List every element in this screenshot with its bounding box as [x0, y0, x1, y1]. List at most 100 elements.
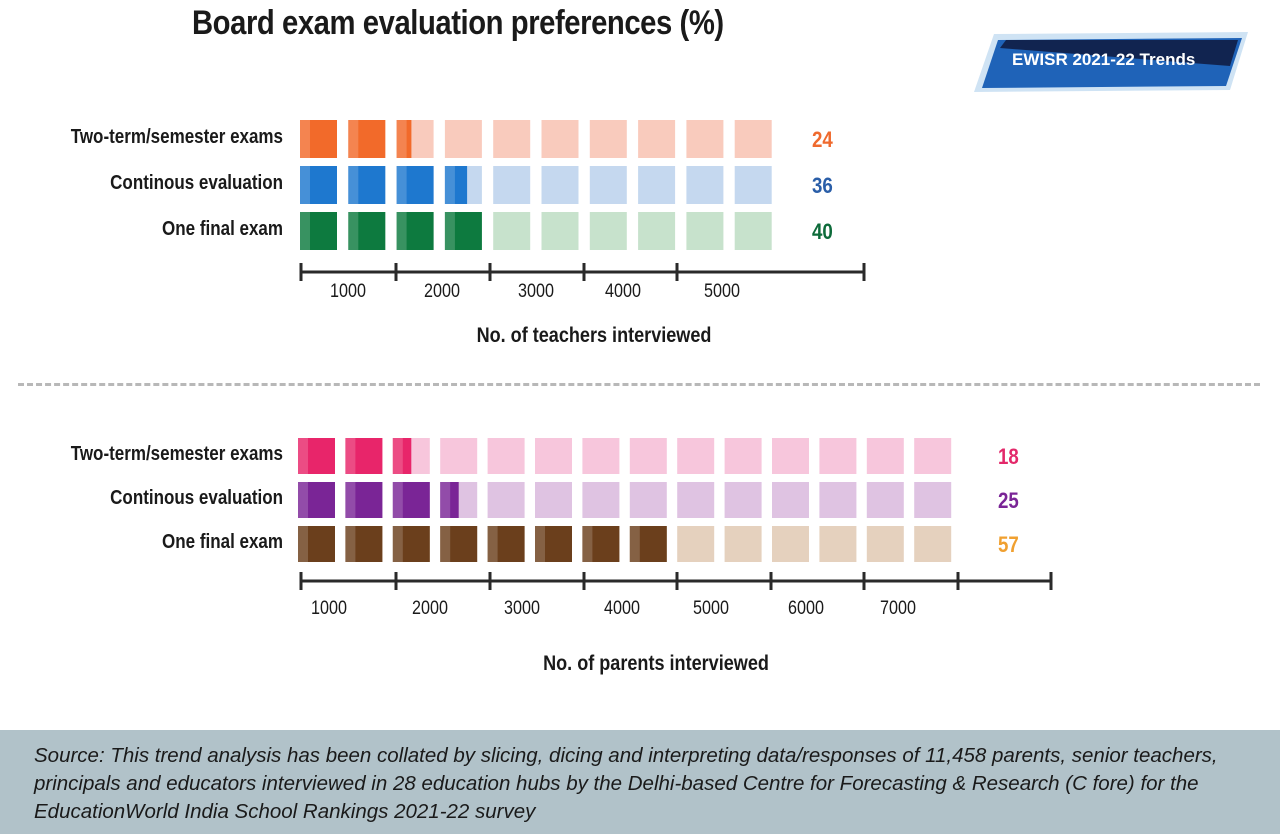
bar-cell-highlight	[440, 526, 451, 562]
chart-title: Board exam evaluation preferences (%)	[192, 4, 724, 42]
tick-label: 3000	[518, 281, 554, 302]
bar-cell-empty	[638, 212, 676, 250]
bar-cell-empty	[541, 212, 579, 250]
bar-cell-empty	[866, 526, 904, 562]
bar-cell-empty	[819, 526, 857, 562]
bar-cell-empty	[914, 526, 952, 562]
bar-cell-filled	[440, 526, 478, 562]
row-label: Two-term/semester exams	[70, 126, 283, 148]
bar-cell-highlight	[444, 212, 455, 250]
bar-cell-empty	[866, 438, 904, 474]
bar-cell-filled	[298, 482, 335, 518]
bar-cell-empty	[772, 526, 809, 562]
bar-cell-empty	[589, 120, 627, 158]
bar-cell-empty	[724, 526, 762, 562]
bar-cell-highlight	[300, 212, 310, 250]
bar-cell-empty	[541, 166, 579, 204]
bar-cell-highlight	[535, 526, 545, 562]
bar-cell-empty	[734, 212, 772, 250]
bar-cell-filled	[345, 482, 383, 518]
bar-cell-filled	[629, 526, 667, 562]
bar-cell-filled	[300, 212, 337, 250]
bar-cell-empty	[724, 438, 762, 474]
bar-cell-empty	[582, 482, 620, 518]
bar-cell-empty	[638, 166, 676, 204]
bar-cell-filled	[348, 212, 386, 250]
trend-badge-label: EWISR 2021-22 Trends	[1012, 50, 1196, 69]
bar-cell-filled	[396, 166, 434, 204]
bar-cell-highlight	[396, 120, 407, 158]
value-label: 40	[812, 219, 833, 244]
bar-cell-empty	[686, 120, 724, 158]
bar-cell-filled	[444, 166, 468, 204]
bar-cell-empty	[819, 482, 857, 518]
bar-cell-highlight	[300, 120, 310, 158]
x-axis-title: No. of parents interviewed	[543, 652, 769, 675]
bar-cell-highlight	[396, 166, 407, 204]
bar-cell-empty	[772, 482, 809, 518]
bar-cell-filled	[487, 526, 525, 562]
bar-cell-filled	[392, 526, 430, 562]
bar-cell-highlight	[392, 482, 403, 518]
bar-cell-empty	[582, 438, 620, 474]
value-label: 57	[998, 532, 1019, 557]
bar-cell-highlight	[345, 438, 356, 474]
bar-cell-empty	[734, 166, 772, 204]
value-label: 24	[812, 127, 833, 152]
bar-cell-highlight	[348, 166, 359, 204]
bar-cell-highlight	[629, 526, 640, 562]
value-label: 25	[998, 488, 1019, 513]
tick-label: 1000	[330, 281, 366, 302]
bar-cell-highlight	[396, 212, 407, 250]
bar-cell-empty	[487, 482, 525, 518]
bar-cell-empty	[724, 482, 762, 518]
bar-cell-empty	[734, 120, 772, 158]
tick-label: 3000	[504, 598, 540, 619]
tick-label: 5000	[704, 281, 740, 302]
bar-cell-filled	[444, 212, 482, 250]
bar-cell-empty	[914, 482, 952, 518]
bar-cell-empty	[866, 482, 904, 518]
tick-label: 6000	[788, 598, 824, 619]
tick-label: 5000	[693, 598, 729, 619]
bar-cell-filled	[396, 120, 412, 158]
section-divider	[18, 383, 1260, 386]
bar-cell-empty	[819, 438, 857, 474]
bar-cell-filled	[298, 438, 335, 474]
bar-cell-highlight	[298, 482, 308, 518]
bar-cell-empty	[589, 212, 627, 250]
chart-canvas	[298, 120, 1053, 590]
bar-cell-highlight	[298, 526, 308, 562]
bar-cell-empty	[535, 482, 572, 518]
bar-cell-highlight	[392, 526, 403, 562]
bar-cell-filled	[345, 526, 383, 562]
bar-cell-highlight	[345, 526, 356, 562]
bar-cell-highlight	[487, 526, 498, 562]
bar-cell-highlight	[582, 526, 593, 562]
bar-cell-filled	[396, 212, 434, 250]
bar-cell-highlight	[300, 166, 310, 204]
bar-cell-empty	[440, 438, 478, 474]
bar-cell-filled	[298, 526, 335, 562]
tick-label: 2000	[412, 598, 448, 619]
tick-label: 1000	[311, 598, 347, 619]
tick-label: 4000	[604, 598, 640, 619]
row-label: One final exam	[162, 218, 283, 240]
bar-cell-empty	[686, 166, 724, 204]
bar-cell-filled	[348, 166, 386, 204]
bar-cell-highlight	[348, 212, 359, 250]
bar-cell-filled	[392, 438, 412, 474]
bar-cell-highlight	[348, 120, 359, 158]
bar-cell-empty	[541, 120, 579, 158]
bar-cell-empty	[589, 166, 627, 204]
bar-cell-empty	[677, 482, 715, 518]
bar-cell-empty	[493, 212, 531, 250]
tick-label: 4000	[605, 281, 641, 302]
tick-label: 2000	[424, 281, 460, 302]
trend-badge	[974, 32, 1248, 92]
bar-cell-empty	[444, 120, 482, 158]
bar-cell-empty	[487, 438, 525, 474]
bar-cell-highlight	[392, 438, 403, 474]
bar-cell-highlight	[345, 482, 356, 518]
bar-cell-empty	[535, 438, 572, 474]
